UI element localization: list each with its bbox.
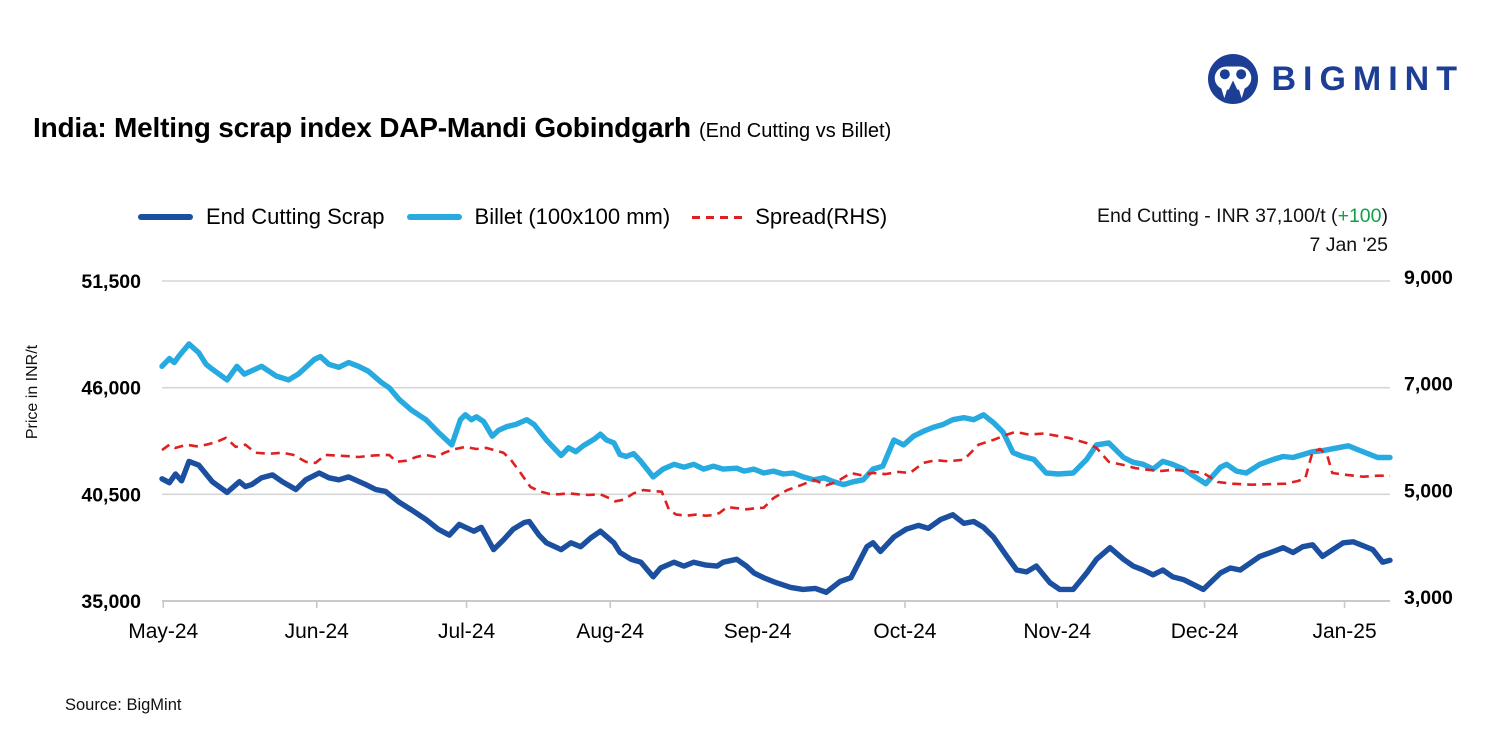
x-tick-label: May-24 [128,620,198,643]
left-axis-tick-label: 46,000 [81,378,141,400]
right-axis-tick-label: 5,000 [1404,480,1453,502]
annotation-prefix: End Cutting - INR 37,100/t ( [1096,205,1338,227]
annotation-suffix: ) [1381,205,1389,227]
legend-item-spread: Spread(RHS) [692,204,887,230]
left-axis-tick-label: 51,500 [81,271,141,293]
x-tick-label: Dec-24 [1171,620,1239,643]
legend-item-billet: Billet (100x100 mm) [406,204,671,230]
legend-label-end-cutting: End Cutting Scrap [206,204,385,229]
legend-swatch-spread-icon [692,215,743,219]
right-axis-tick-label: 9,000 [1404,267,1453,289]
left-axis-tick-label: 35,000 [81,591,141,613]
right-axis-tick-label: 7,000 [1404,374,1453,396]
legend-item-end-cutting-scrap: End Cutting Scrap [138,204,385,230]
price-annotation: End Cutting - INR 37,100/t (+100) 7 Jan … [1097,202,1388,260]
x-tick-label: Aug-24 [576,620,644,643]
bigmint-logo-text: BIGMINT [1271,59,1464,98]
legend-swatch-end-cutting-icon [138,214,193,220]
bigmint-logo-icon [1208,54,1259,104]
page-title: India: Melting scrap index DAP-Mandi Gob… [33,112,891,144]
series-line-billet-100x100-mm [159,341,1393,488]
right-axis-tick-label: 3,000 [1404,587,1453,609]
legend-label-billet: Billet (100x100 mm) [474,204,671,229]
page-title-suffix: (End Cutting vs Billet) [698,120,892,142]
annotation-change: +100 [1337,205,1382,227]
x-tick-label: Sep-24 [724,620,792,643]
legend-swatch-billet-icon [406,214,462,220]
x-tick-label: Nov-24 [1023,620,1091,643]
x-tick-label: Jun-24 [285,620,350,643]
page-title-main: India: Melting scrap index DAP-Mandi Gob… [33,112,691,143]
x-tick-label: Oct-24 [873,620,936,643]
chart-legend: End Cutting Scrap Billet (100x100 mm) Sp… [138,204,887,230]
series-line-spread-rhs [161,430,1390,518]
x-tick-label: Jul-24 [438,620,496,643]
bigmint-logo: BIGMINT [1208,54,1464,104]
series-line-end-cutting-scrap [159,458,1393,595]
source-note: Source: BigMint [65,696,182,714]
annotation-price-line: End Cutting - INR 37,100/t (+100) [1097,202,1388,231]
legend-label-spread: Spread(RHS) [755,204,888,229]
left-axis-tick-label: 40,500 [81,484,141,506]
annotation-date: 7 Jan '25 [1309,234,1388,256]
x-tick-label: Jan-25 [1312,620,1376,643]
